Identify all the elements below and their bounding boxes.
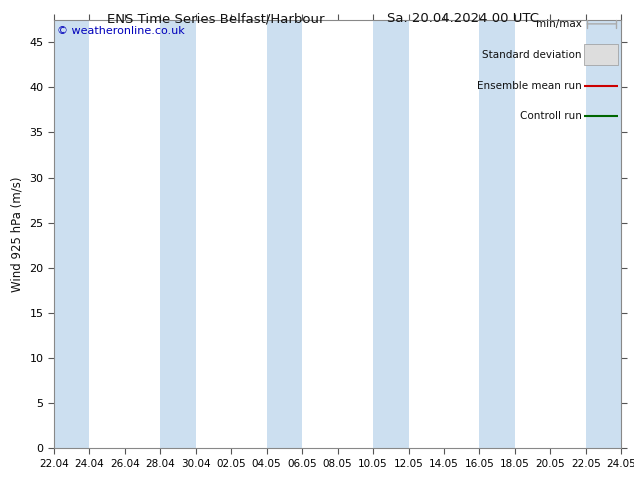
Y-axis label: Wind 925 hPa (m/s): Wind 925 hPa (m/s) [11, 176, 24, 292]
Text: Standard deviation: Standard deviation [482, 50, 581, 60]
Text: Sa. 20.04.2024 00 UTC: Sa. 20.04.2024 00 UTC [387, 12, 539, 25]
Bar [267, 20, 302, 448]
Bar [479, 20, 515, 448]
FancyBboxPatch shape [585, 44, 619, 66]
Bar [586, 20, 621, 448]
Text: min/max: min/max [536, 19, 581, 29]
Text: Ensemble mean run: Ensemble mean run [477, 81, 581, 91]
Bar [160, 20, 196, 448]
Text: Controll run: Controll run [520, 112, 581, 122]
Bar [54, 20, 89, 448]
Text: ENS Time Series Belfast/Harbour: ENS Time Series Belfast/Harbour [107, 12, 325, 25]
Bar [373, 20, 408, 448]
Text: © weatheronline.co.uk: © weatheronline.co.uk [56, 26, 184, 36]
